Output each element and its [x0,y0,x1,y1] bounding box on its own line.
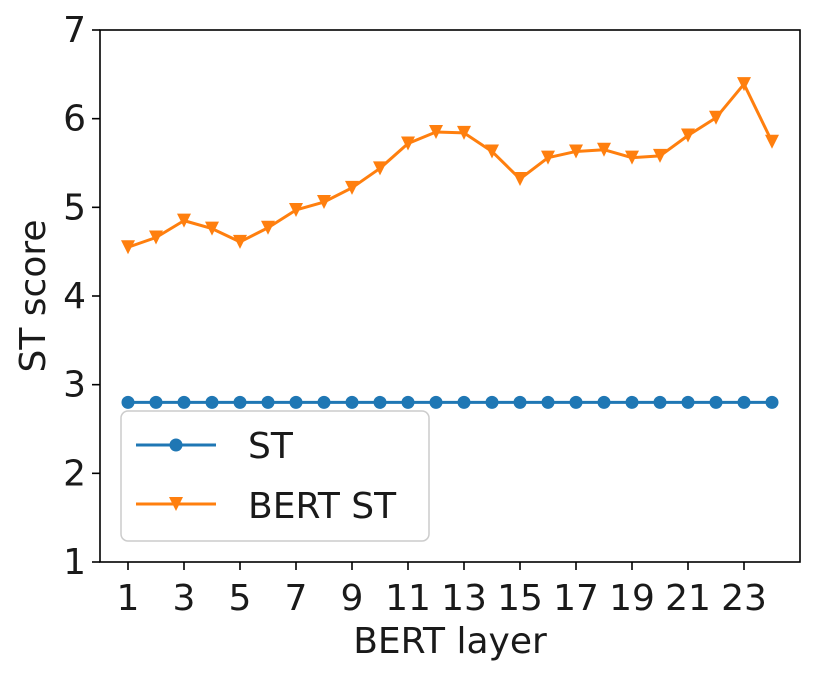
legend-entry-bert-st: BERT ST [136,486,397,527]
data-point-bert-st [261,220,275,235]
legend: ST BERT ST [120,410,430,542]
y-tick-label: 5 [63,187,86,228]
x-tick-label: 17 [553,578,599,619]
x-tick-label: 5 [229,578,252,619]
data-point-bert-st [177,213,191,228]
data-point-st [149,395,163,409]
legend-label-st: ST [248,426,294,467]
data-point-st [709,395,723,409]
data-point-st [597,395,611,409]
legend-marker-st [169,438,183,452]
x-tick-label: 9 [341,578,364,619]
data-point-bert-st [737,77,751,92]
data-point-st [457,395,471,409]
data-point-bert-st [541,150,555,165]
data-point-bert-st [345,180,359,195]
data-point-st [513,395,527,409]
data-point-bert-st [429,124,443,139]
data-point-st [317,395,331,409]
data-point-bert-st [373,161,387,176]
data-point-st [177,395,191,409]
data-point-bert-st [401,136,415,151]
series-layer [121,77,779,409]
data-point-bert-st [569,144,583,159]
data-point-bert-st [765,134,779,149]
y-tick-label: 1 [63,542,86,583]
data-point-st [373,395,387,409]
data-point-bert-st [485,144,499,159]
y-tick-label: 3 [63,365,86,406]
y-axis: 1 2 3 4 5 6 7 [63,10,100,583]
data-point-bert-st [121,240,135,255]
x-axis: 1 3 5 7 9 11 13 15 17 19 21 23 [117,562,767,619]
data-point-bert-st [205,221,219,236]
y-tick-label: 7 [63,10,86,51]
legend-label-bert-st: BERT ST [248,486,397,527]
y-tick-label: 4 [63,276,86,317]
data-point-bert-st [597,142,611,157]
data-point-st [261,395,275,409]
data-point-bert-st [625,150,639,165]
x-tick-label: 19 [609,578,655,619]
x-tick-label: 23 [721,578,767,619]
data-point-st [289,395,303,409]
data-point-st [681,395,695,409]
x-tick-label: 11 [385,578,431,619]
data-point-bert-st [289,202,303,217]
data-point-st [625,395,639,409]
data-point-bert-st [457,125,471,140]
data-point-bert-st [317,195,331,210]
series-line-bert-st [127,82,774,249]
data-point-st [121,395,135,409]
data-point-st [233,395,247,409]
data-point-bert-st [233,234,247,249]
y-tick-label: 6 [63,99,86,140]
y-axis-title: ST score [13,219,54,372]
data-point-st [205,395,219,409]
y-tick-label: 2 [63,453,86,494]
legend-entry-st: ST [136,426,294,467]
data-point-st [401,395,415,409]
data-point-st [429,395,443,409]
legend-marker-bert-st [169,497,183,511]
data-point-st [569,395,583,409]
data-point-st [737,395,751,409]
x-tick-label: 21 [665,578,711,619]
data-point-st [485,395,499,409]
data-point-bert-st [513,171,527,186]
x-axis-title: BERT layer [353,621,547,662]
x-tick-label: 1 [117,578,140,619]
x-tick-label: 3 [173,578,196,619]
data-point-st [345,395,359,409]
data-point-st [541,395,555,409]
x-tick-label: 13 [441,578,487,619]
x-tick-label: 15 [497,578,543,619]
data-point-st [653,395,667,409]
data-point-bert-st [709,110,723,125]
data-point-st [765,395,779,409]
data-point-bert-st [681,128,695,143]
data-point-bert-st [653,148,667,163]
x-tick-label: 7 [285,578,308,619]
data-point-bert-st [149,230,163,245]
